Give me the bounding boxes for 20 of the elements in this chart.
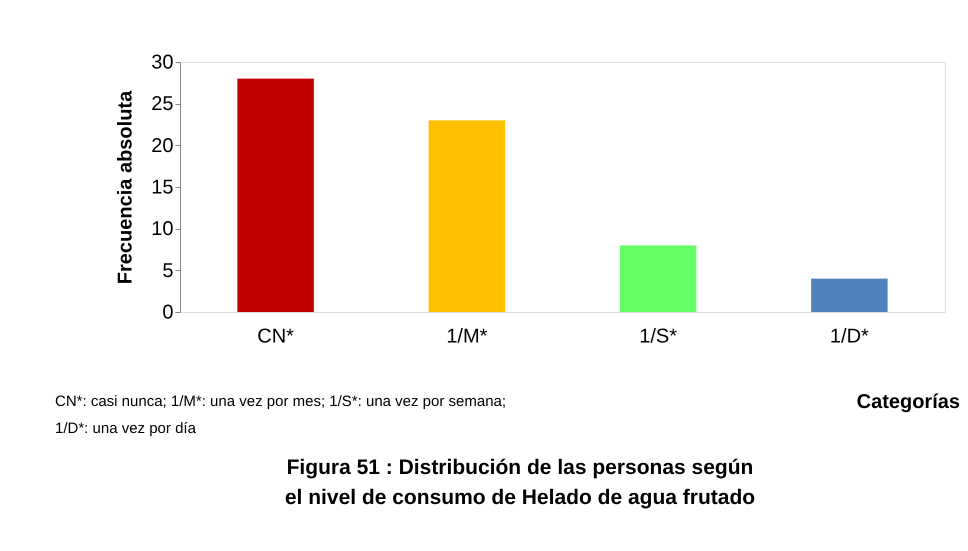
x-tick-label: 1/M* [446, 326, 488, 348]
x-tick-label: 1/S* [639, 326, 678, 348]
bar [428, 120, 506, 312]
y-tick-label: 10 [151, 218, 174, 240]
text: CN*: casi nunca; 1/M*: una vez por mes; 1/S*: una vez por semana; [55, 393, 506, 410]
y-axis-title: Frecuencia absoluta [114, 90, 136, 284]
y-tick-label: 15 [151, 176, 174, 198]
y-tick-label: 20 [151, 134, 174, 157]
bar [620, 245, 696, 312]
text: Figura 51 : Distribución de las personas según el nivel de consumo de Helado de agua frutado [284, 456, 756, 509]
x-tick-label: CN* [257, 326, 294, 348]
bar [237, 78, 314, 312]
y-tick-label: 30 [151, 52, 174, 74]
x-tick-label: 1/D* [830, 326, 870, 348]
y-tick-label: 25 [151, 93, 174, 116]
y-tick-label: 0 [162, 302, 174, 324]
bar [811, 278, 888, 312]
text: 1/D*: una vez por día [55, 420, 197, 437]
x-axis-title: Categorías [856, 391, 960, 413]
y-tick-label: 5 [162, 260, 174, 282]
